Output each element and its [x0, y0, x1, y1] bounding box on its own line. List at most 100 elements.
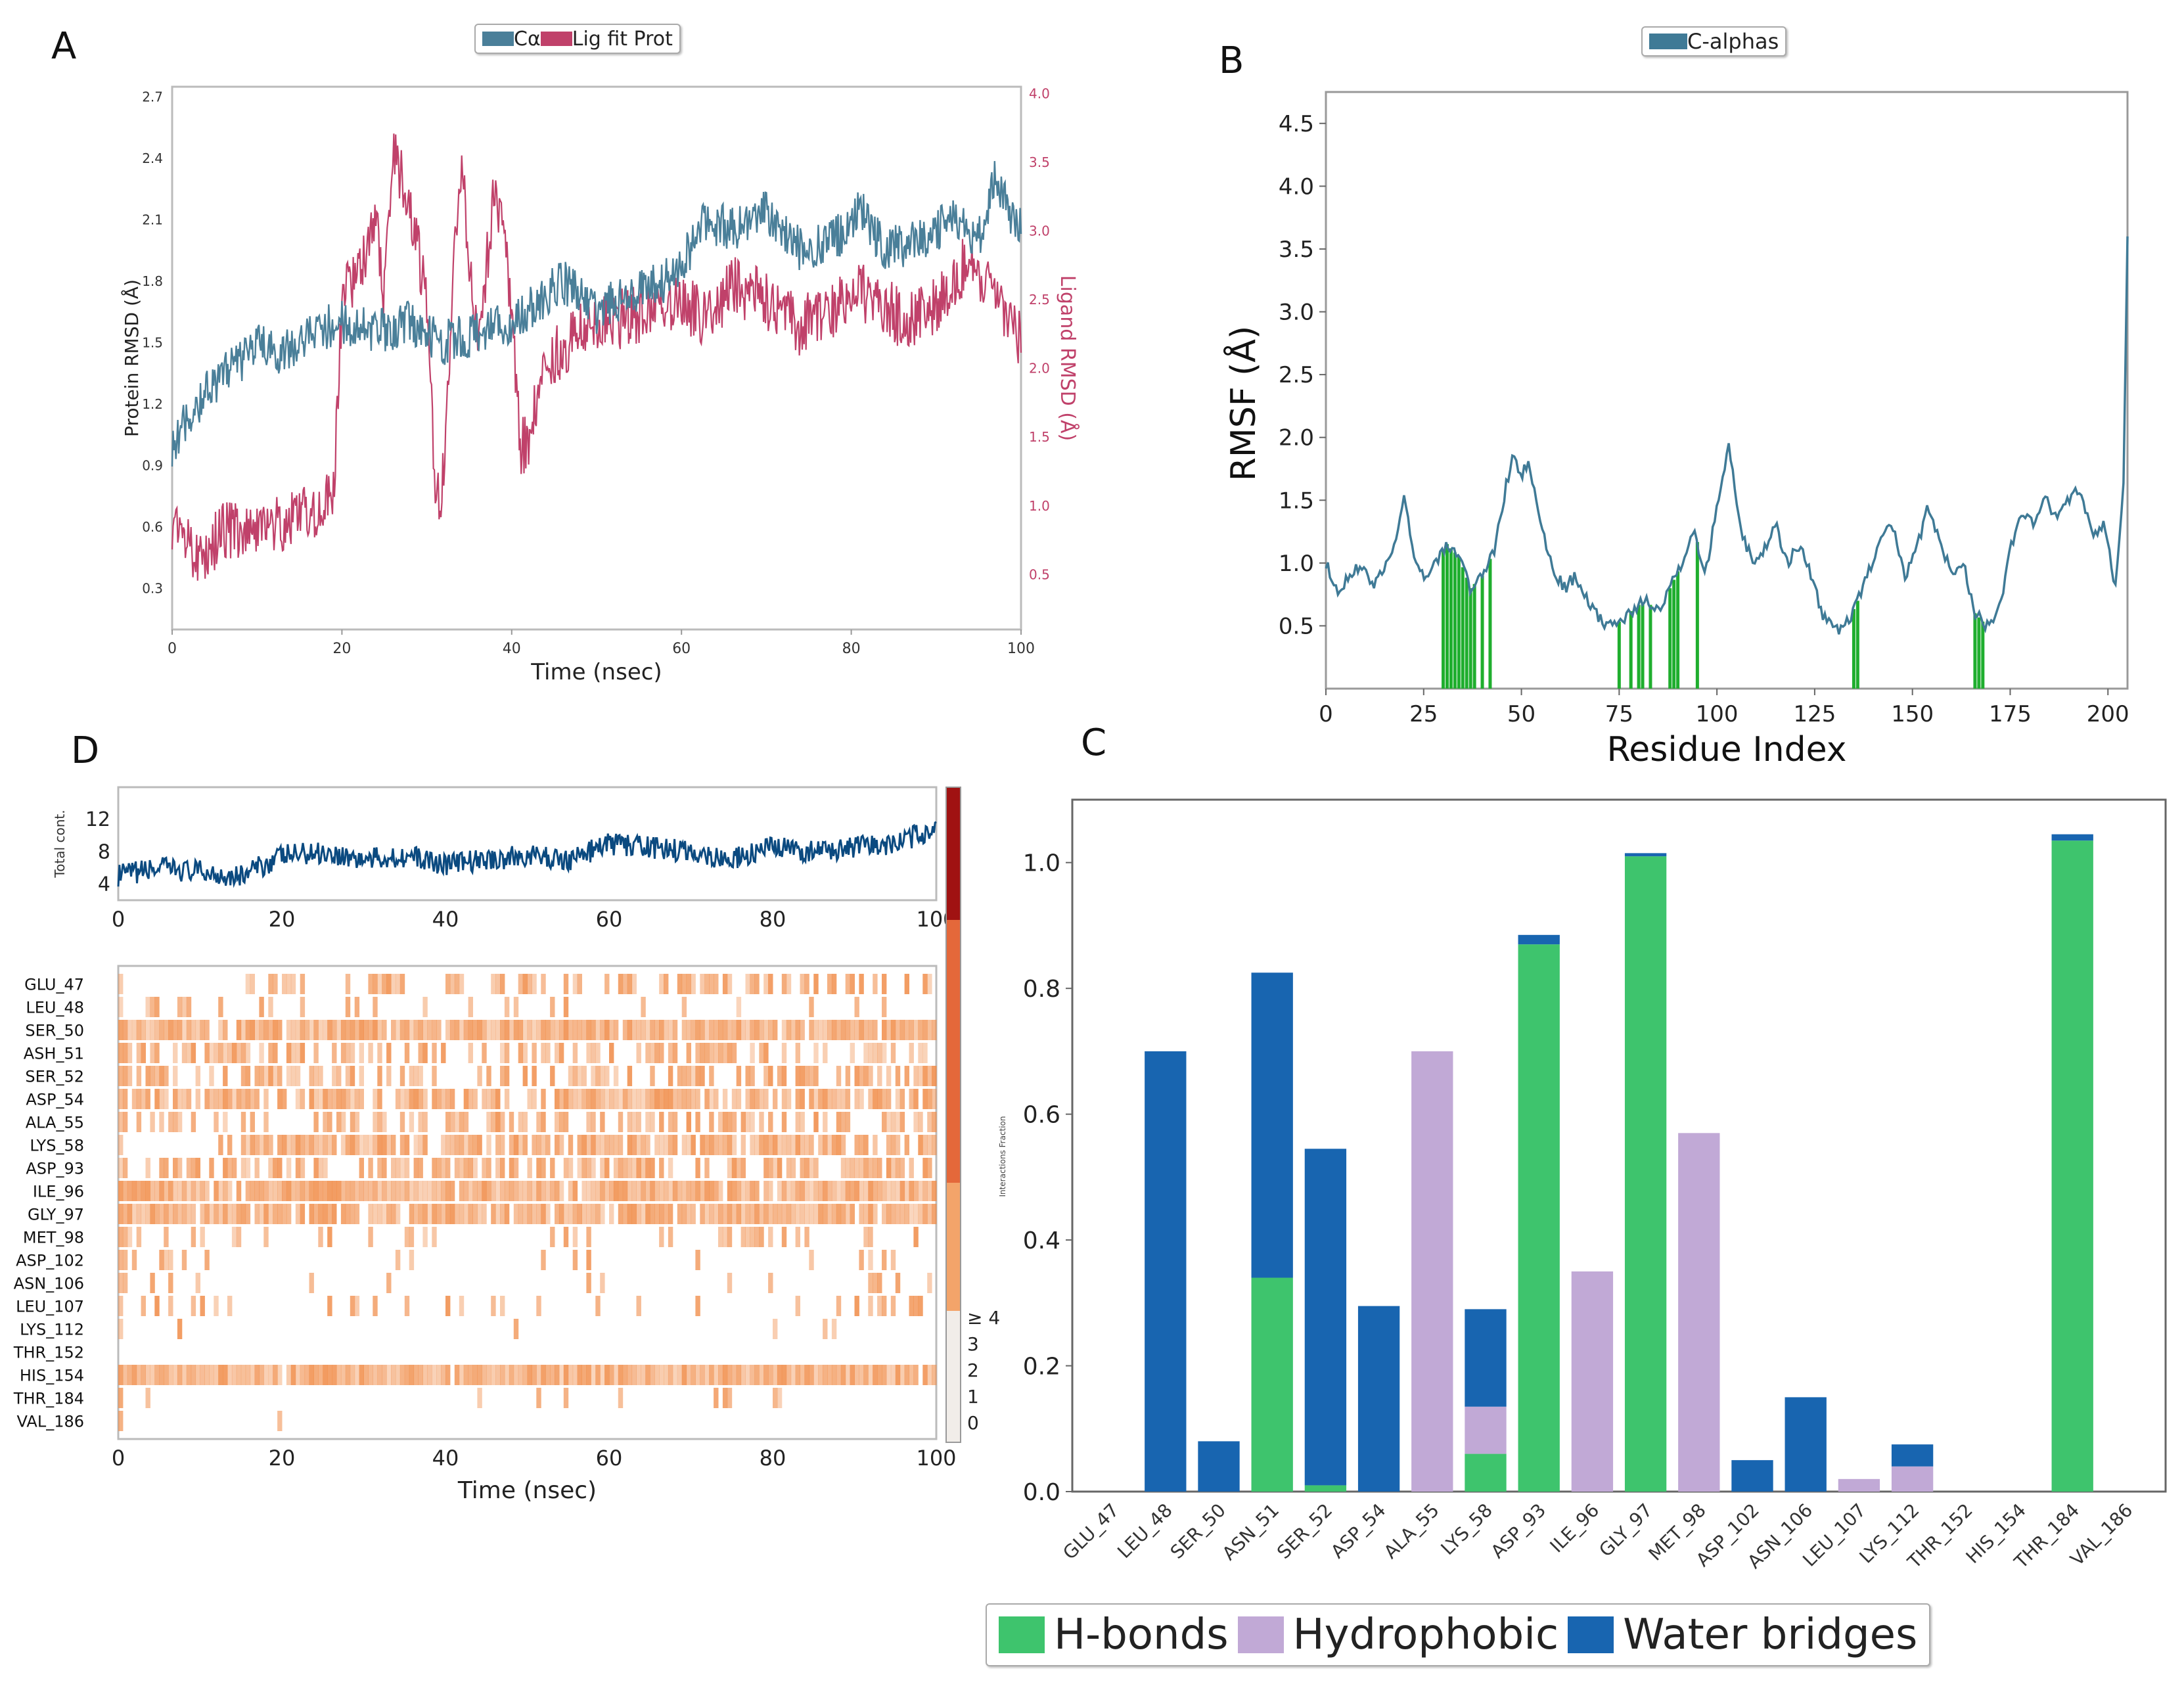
heatmap-cell [268, 1181, 273, 1201]
heatmap-cell [131, 1020, 137, 1040]
heatmap-cell [909, 1089, 914, 1109]
heatmap-cell [150, 997, 155, 1017]
heatmap-cell [200, 1365, 205, 1385]
bar-water-bridges [1518, 934, 1560, 945]
heatmap-cell [118, 1273, 124, 1293]
heatmap-cell [363, 1181, 369, 1201]
heatmap-cell [813, 1089, 819, 1109]
heatmap-cell [536, 1020, 541, 1040]
heatmap-residue-label: SER_50 [25, 1021, 84, 1040]
heatmap-cell [345, 1204, 351, 1224]
heatmap-cell [495, 1089, 501, 1109]
bar-hbonds [1624, 856, 1667, 1492]
heatmap-cell [823, 1112, 828, 1132]
heatmap-cell [882, 974, 887, 994]
heatmap-cell [336, 1181, 342, 1201]
heatmap-cell [491, 1089, 496, 1109]
heatmap-cell [345, 1043, 351, 1063]
heatmap-cell [373, 1204, 378, 1224]
heatmap-cell [227, 1158, 233, 1178]
heatmap-cell [495, 1181, 501, 1201]
heatmap-cell [591, 1020, 596, 1040]
heatmap-cell [454, 1158, 460, 1178]
heatmap-cell [586, 1112, 591, 1132]
legend-b-calphas-label: C-alphas [1687, 29, 1779, 54]
heatmap-cell [691, 1135, 696, 1155]
heatmap-cell [482, 1158, 487, 1178]
heatmap-cell [773, 1020, 778, 1040]
heatmap-cell [350, 1135, 355, 1155]
heatmap-cell [781, 1365, 787, 1385]
heatmap-cell [231, 1227, 237, 1247]
heatmap-cell [254, 1089, 260, 1109]
heatmap-cell [459, 974, 465, 994]
heatmap-cell [200, 1296, 205, 1316]
heatmap-cell [654, 1089, 660, 1109]
heatmap-cell [181, 1181, 187, 1201]
heatmap-cell [209, 1204, 214, 1224]
heatmap-cell [722, 974, 728, 994]
heatmap-cell [240, 1112, 246, 1132]
heatmap-cell [740, 1020, 746, 1040]
heatmap-cell [890, 1181, 896, 1201]
heatmap-cell [309, 1089, 314, 1109]
heatmap-cell [631, 1112, 637, 1132]
heatmap-cell [154, 1089, 160, 1109]
colorbar-segment [946, 1183, 961, 1311]
heatmap-cell [586, 1089, 591, 1109]
heatmap-cell [845, 1020, 851, 1040]
heatmap-cell [254, 1204, 260, 1224]
heatmap-cell [300, 1020, 306, 1040]
heatmap-cell [391, 1181, 396, 1201]
heatmap-cell [636, 1020, 641, 1040]
heatmap-cell [750, 1089, 755, 1109]
heatmap-cell [868, 1227, 873, 1247]
heatmap-cell [259, 997, 264, 1017]
heatmap-cell [268, 1365, 273, 1385]
heatmap-cell [836, 1089, 842, 1109]
legend-c-hbonds-swatch [999, 1616, 1045, 1653]
heatmap-cell [823, 1135, 828, 1155]
heatmap-cell [513, 1135, 519, 1155]
heatmap-cell [259, 1135, 264, 1155]
heatmap-cell [154, 1020, 160, 1040]
heatmap-cell [459, 1112, 465, 1132]
y2-tick-label-a: 1.5 [1029, 429, 1050, 445]
heatmap-cell [681, 997, 687, 1017]
heatmap-cell [572, 1066, 578, 1086]
heatmap-cell [436, 1020, 442, 1040]
heatmap-cell [882, 997, 887, 1017]
heatmap-cell [164, 1227, 169, 1247]
heatmap-cell [641, 1135, 646, 1155]
heatmap-cell [395, 1204, 401, 1224]
heatmap-cell [572, 1181, 578, 1201]
heatmap-cell [150, 1204, 155, 1224]
heatmap-cell [804, 1365, 809, 1385]
heatmap-cell [813, 1181, 819, 1201]
heatmap-cell [449, 1112, 455, 1132]
heatmap-cell [486, 1066, 491, 1086]
x-tick-label-a: 60 [672, 641, 691, 657]
heatmap-cell [654, 1020, 660, 1040]
heatmap-cell [604, 1135, 610, 1155]
heatmap-cell [722, 1043, 728, 1063]
heatmap-cell [527, 1158, 532, 1178]
heatmap-cell [223, 1066, 228, 1086]
heatmap-cell [709, 1066, 714, 1086]
heatmap-cell [636, 1089, 641, 1109]
heatmap-cell [763, 1135, 769, 1155]
heatmap-cell [173, 1066, 178, 1086]
heatmap-cell [122, 1227, 128, 1247]
heatmap-cell [727, 974, 733, 994]
heatmap-cell [218, 997, 223, 1017]
heatmap-cell [300, 1089, 306, 1109]
heatmap-cell [763, 1204, 769, 1224]
heatmap-cell [695, 1158, 700, 1178]
heatmap-cell [555, 1043, 560, 1063]
x-tick-label-a: 0 [168, 641, 177, 657]
heatmap-cell [754, 1204, 760, 1224]
heatmap-cell [622, 1158, 628, 1178]
x-tick-label-c: SER_52 [1273, 1499, 1336, 1563]
series-line-total-contacts [117, 821, 937, 888]
heatmap-cell [209, 1066, 214, 1086]
